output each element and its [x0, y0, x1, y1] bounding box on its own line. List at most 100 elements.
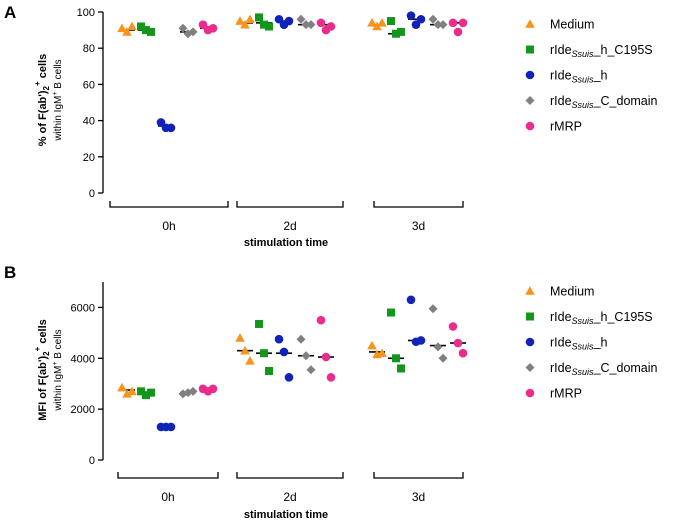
legend-item-rMRP: rMRP	[525, 387, 582, 401]
legend-item-rIde_h_C195S: rIdeSsuis_h_C195S	[526, 43, 653, 59]
panel-b-data-point	[240, 345, 250, 355]
panel-b-series-rIde_C_domain	[178, 304, 448, 399]
panel-b-y-tick-label: 6000	[71, 302, 95, 314]
legend-item-rIde_C_domain: rIdeSsuis_C_domain	[525, 361, 658, 377]
legend-marker-circle	[525, 70, 535, 80]
panel-b-data-point	[265, 367, 273, 375]
panel-b-x-axis-title: stimulation time	[244, 509, 328, 521]
panel-b-data-point	[117, 382, 127, 392]
legend-item-rIde_h_C195S: rIdeSsuis_h_C195S	[526, 310, 653, 326]
panel-a-data-point	[397, 27, 405, 36]
panel-a-group-bracket	[236, 201, 344, 208]
panel-b-data-point	[296, 334, 306, 344]
panel-b-series-Medium	[117, 333, 387, 398]
legend-label: rIdeSsuis_h_C195S	[550, 43, 653, 59]
panel-b-data-point	[137, 387, 145, 396]
panel-a-data-point	[255, 13, 263, 22]
panel-b-group-label: 0h	[161, 490, 174, 504]
legend-label: rIdeSsuis_C_domain	[550, 361, 658, 377]
legend-item-Medium: Medium	[525, 285, 594, 299]
panel-b-group-label: 3d	[412, 490, 425, 504]
panel-b-y-axis-subtitle: within IgM+ B cells	[52, 329, 64, 411]
panel-b-data-point	[321, 352, 331, 362]
panel-a-data-point	[377, 18, 387, 27]
panel-b-data-point	[127, 386, 137, 396]
panel-b-y-axis-title: MFI of F(ab')2+ cells	[33, 319, 51, 421]
legend-item-rIde_h: rIdeSsuis_h	[525, 69, 608, 85]
panel-b-data-point	[448, 322, 458, 331]
legend-marker-circle	[525, 121, 535, 131]
panel-a-data-point	[458, 18, 468, 28]
svg-text:within IgM+ B cells: within IgM+ B cells	[52, 59, 64, 141]
panel-a-data-point	[433, 20, 443, 30]
panel-b-data-point	[260, 349, 268, 358]
panel-b-data-point	[367, 340, 377, 350]
legend-marker-square	[526, 45, 534, 54]
panel-a-data-point	[183, 29, 193, 39]
panel-b-data-point	[387, 308, 395, 317]
panel-b-data-point	[274, 334, 284, 344]
panel-b-data-point	[377, 348, 387, 357]
legend-panel-a: Medium rIdeSsuis_h_C195S rIdeSsuis_h rIdeSs…	[525, 18, 658, 134]
legend-marker-diamond	[525, 96, 535, 105]
panel-b-data-point	[438, 353, 448, 363]
panel-b-series-rMRP	[198, 315, 468, 396]
panel-a-data-point	[117, 23, 127, 33]
panel-b-data-point	[326, 373, 336, 382]
panel-b-data-point	[453, 338, 463, 348]
panel-a-data-point	[142, 26, 150, 35]
panel-a-plot: 0 20 40 60 80 100 0h 2d 3d	[77, 7, 468, 233]
panel-a-data-point	[284, 16, 294, 26]
panel-b-data-point	[235, 333, 245, 342]
panel-b-group-bracket	[373, 472, 464, 479]
panel-b-y-tick-label: 0	[89, 455, 95, 467]
legend-item-rMRP: rMRP	[525, 120, 582, 134]
panel-a-data-point	[137, 22, 145, 31]
panel-b-data-point	[406, 295, 416, 305]
panel-a-series-Medium	[117, 14, 387, 36]
panel-a-data-point	[198, 20, 208, 29]
panel-b-data-point	[416, 336, 426, 345]
panel-a-data-point	[240, 19, 250, 29]
legend-label: Medium	[550, 285, 594, 299]
panel-a-group-label: 2d	[283, 219, 296, 233]
legend-item-rIde_C_domain: rIdeSsuis_C_domain	[525, 94, 658, 110]
legend-item-Medium: Medium	[525, 18, 594, 32]
panel-b-group-label: 2d	[283, 490, 296, 504]
panel-b-data-point	[245, 356, 255, 365]
panel-b-data-point	[122, 389, 132, 398]
legend-marker-circle	[525, 337, 535, 347]
legend-label: rIdeSsuis_h	[550, 336, 608, 352]
panel-a-group-label: 0h	[162, 219, 175, 233]
panel-b-data-point	[188, 386, 198, 396]
legend-marker-circle	[525, 388, 535, 398]
panel-a-data-point	[188, 27, 198, 37]
panel-b-data-point	[208, 384, 218, 394]
panel-b-data-point	[284, 373, 294, 382]
panel-a-y-tick-label: 100	[77, 7, 95, 19]
panel-a-y-axis-subtitle: within IgM+ B cells	[52, 59, 64, 141]
panel-b: B MFI of F(ab')2+ cells within IgM+ B ce…	[4, 263, 468, 521]
panel-a-series-rIde_h	[156, 11, 426, 133]
legend-label: rIdeSsuis_C_domain	[550, 94, 658, 110]
panel-b-data-point	[279, 347, 289, 357]
panel-a-letter: A	[4, 3, 16, 22]
legend-label: rIdeSsuis_h_C195S	[550, 310, 653, 326]
panel-a-data-point	[122, 27, 132, 36]
panel-a-y-tick-label: 80	[83, 43, 95, 55]
panel-a-data-point	[372, 21, 382, 31]
panel-a-data-point	[367, 18, 377, 27]
panel-b-data-point	[166, 422, 176, 432]
panel-a-data-point	[392, 29, 400, 38]
panel-b-letter: B	[4, 263, 16, 282]
panel-a-data-point	[274, 14, 284, 24]
panel-a-series-rIde_C_domain	[178, 14, 448, 39]
panel-b-data-point	[428, 304, 438, 314]
panel-b-data-point	[301, 351, 311, 361]
panel-a-data-point	[326, 22, 336, 31]
legend-marker-diamond	[525, 363, 535, 372]
panel-a-data-point	[301, 20, 311, 30]
panel-b-data-point	[433, 342, 443, 352]
panel-a-series-rMRP	[198, 18, 468, 37]
